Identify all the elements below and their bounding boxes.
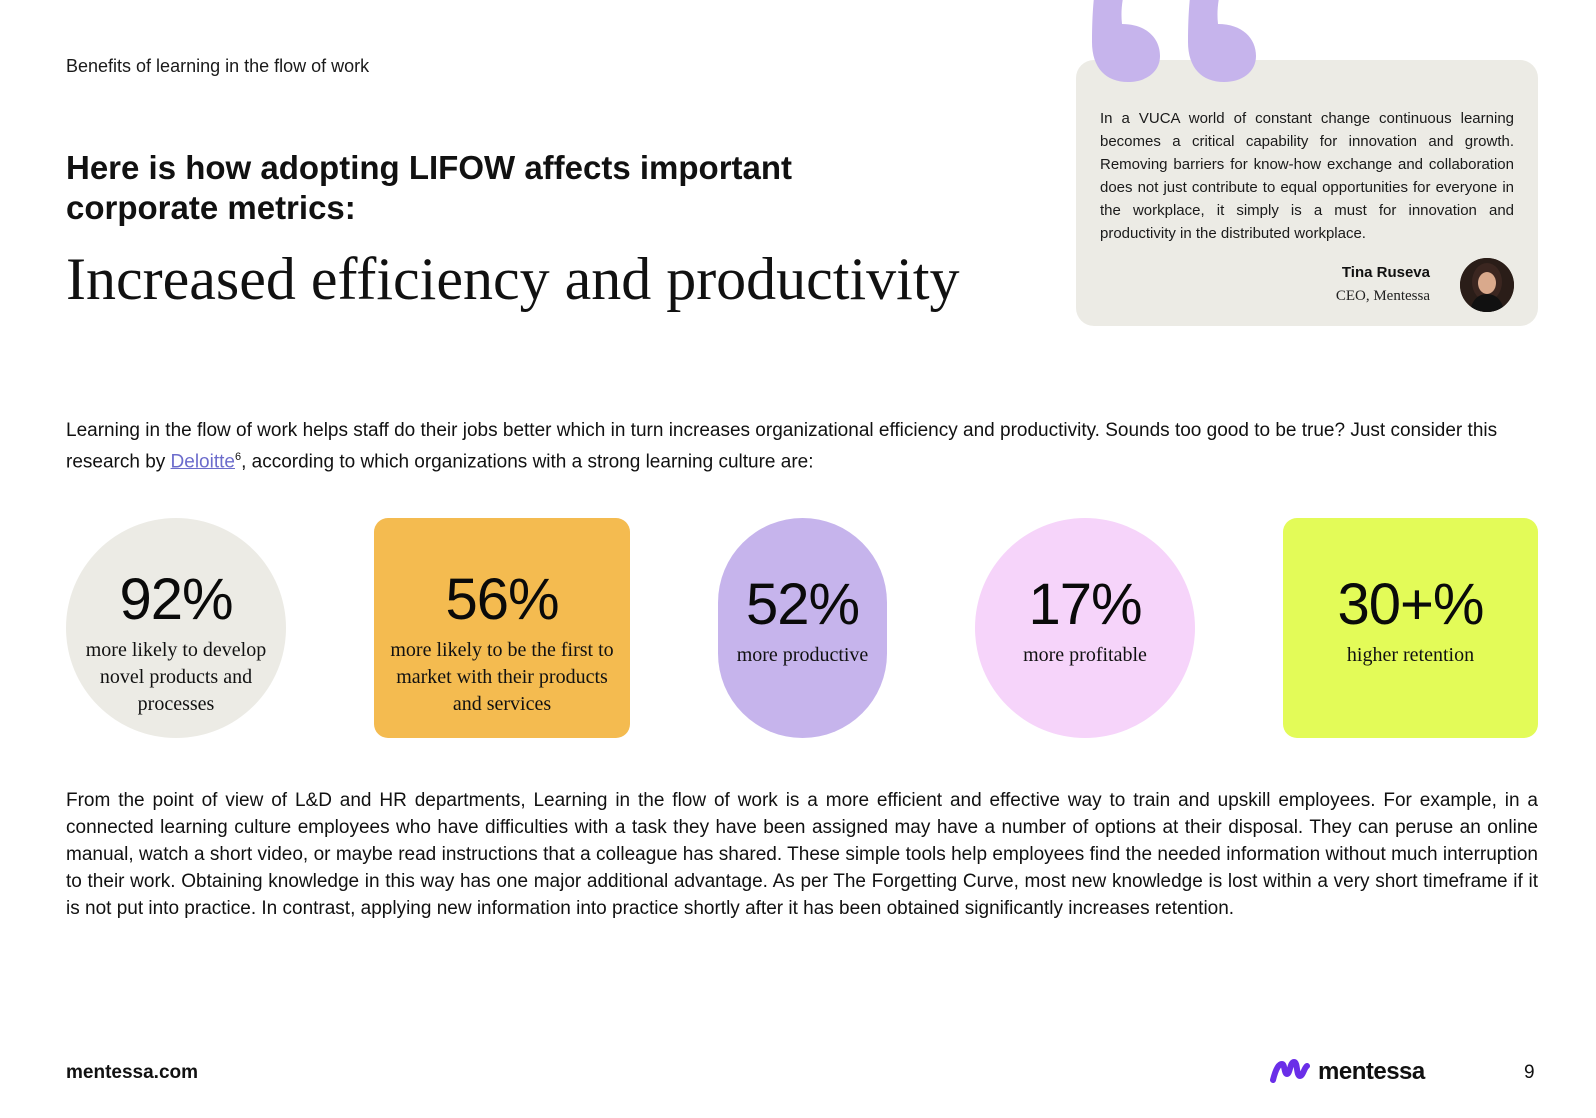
stat-description: more productive (736, 643, 869, 666)
intro-text-after: , according to which organizations with … (241, 451, 814, 473)
mentessa-logo-icon (1270, 1059, 1310, 1083)
quote-author-name: Tina Ruseva (1341, 264, 1430, 281)
quote-author-role: CEO, Mentessa (1335, 288, 1430, 304)
deloitte-link[interactable]: Deloitte (170, 451, 235, 473)
stat-value: 56% (445, 566, 559, 632)
page-number: 9 (1524, 1062, 1535, 1083)
stat-value: 17% (1028, 571, 1142, 637)
stat-card-productive: 52% more productive (718, 518, 887, 738)
section-label: Benefits of learning in the flow of work (66, 56, 370, 76)
body-paragraph: From the point of view of L&D and HR dep… (66, 790, 1538, 919)
stat-description: more likely to be the first to market wi… (390, 638, 614, 715)
quote-mark-icon (1092, 0, 1256, 82)
stat-card-innovation: 92% more likely to develop novel product… (66, 518, 286, 738)
stat-value: 30+% (1337, 571, 1485, 637)
intro-text-before: Learning in the flow of work helps staff… (66, 420, 1498, 473)
quote-text: In a VUCA world of constant change conti… (1100, 110, 1514, 242)
stat-description: higher retention (1346, 643, 1475, 666)
stat-value: 52% (745, 571, 860, 637)
stat-card-first-to-market: 56% more likely to be the first to marke… (374, 518, 630, 738)
stat-card-retention: 30+% higher retention (1283, 518, 1538, 738)
headline: Here is how adopting LIFOW affects impor… (66, 149, 793, 226)
stat-description: more likely to develop novel products an… (85, 638, 267, 715)
footer-url[interactable]: mentessa.com (66, 1062, 199, 1083)
mentessa-logo: mentessa (1270, 1058, 1425, 1086)
logo-wordmark: mentessa (1318, 1058, 1425, 1085)
page-title: Increased efficiency and productivity (66, 246, 960, 312)
stat-card-profitable: 17% more profitable (975, 518, 1195, 738)
footnote-marker: 6 (234, 451, 242, 463)
stat-description: more profitable (1023, 643, 1147, 666)
intro-paragraph: Learning in the flow of work helps staff… (66, 417, 1538, 475)
avatar (1460, 258, 1514, 312)
stat-value: 92% (119, 566, 233, 632)
